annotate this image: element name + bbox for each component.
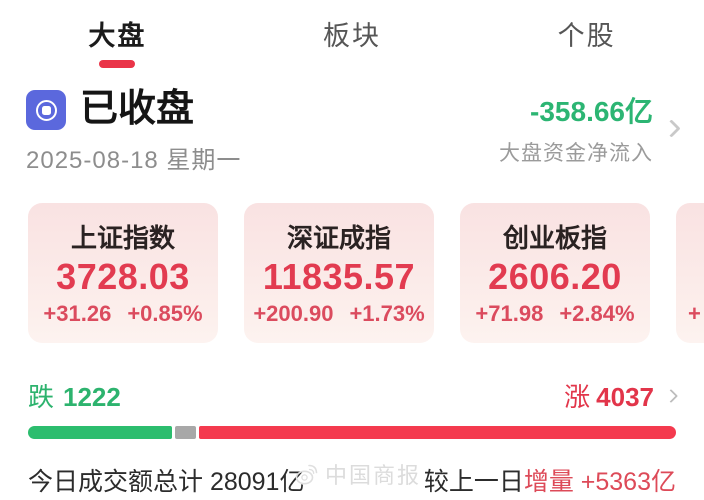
index-change-pct: +0.85% xyxy=(127,301,203,326)
index-card-chinext[interactable]: 创业板指 2606.20 +71.98 +2.84% xyxy=(460,203,650,343)
index-card-strip[interactable]: 上证指数 3728.03 +31.26 +0.85% 深证成指 11835.57… xyxy=(28,203,704,343)
turnover-compare-prefix: 较上一日 xyxy=(423,468,524,496)
index-change-row: + xyxy=(688,300,701,328)
market-closed-icon-dot xyxy=(41,105,51,115)
index-name: 深证成指 xyxy=(286,223,391,253)
index-card-shenzhen[interactable]: 深证成指 11835.57 +200.90 +1.73% xyxy=(244,203,434,343)
tab-stocks[interactable]: 个股 xyxy=(469,14,704,68)
unchanged-bar-segment xyxy=(175,426,196,439)
advancers-group[interactable]: 涨 4037 xyxy=(564,377,654,414)
index-change: +31.26 xyxy=(43,301,112,326)
advancers-bar-segment xyxy=(199,426,676,439)
index-change-row: +200.90 +1.73% xyxy=(253,300,424,328)
index-change: + xyxy=(688,301,701,326)
tab-stocks-label: 个股 xyxy=(557,21,616,51)
market-closed-icon xyxy=(26,90,66,130)
chevron-right-icon xyxy=(662,119,681,138)
market-status-header: 已收盘 2025-08-18 星期一 -358.66亿 大盘资金净流入 xyxy=(0,88,704,175)
tab-sectors-label: 板块 xyxy=(323,21,381,51)
net-inflow-link[interactable]: -358.66亿 大盘资金净流入 xyxy=(499,90,681,167)
tab-market-label: 大盘 xyxy=(88,21,147,51)
turnover-compare: 较上一日增量 +5363亿 xyxy=(424,462,676,498)
index-change-pct: +2.84% xyxy=(559,301,635,326)
index-change-pct: +1.73% xyxy=(349,301,425,326)
index-change: +71.98 xyxy=(475,301,544,326)
tab-market[interactable]: 大盘 xyxy=(0,14,235,68)
decliners-group: 跌 1222 xyxy=(28,377,121,414)
index-name: 上证指数 xyxy=(70,223,175,253)
turnover-compare-highlight: 增量 +5363亿 xyxy=(523,468,676,496)
turnover-row: 今日成交额总计 28091亿 较上一日增量 +5363亿 xyxy=(28,462,676,498)
market-breadth: 跌 1222 涨 4037 xyxy=(28,377,679,439)
advancers-count: 4037 xyxy=(596,382,654,412)
index-change-row: +31.26 +0.85% xyxy=(43,300,202,328)
net-inflow-value: -358.66亿 xyxy=(530,96,653,127)
decliners-count: 1222 xyxy=(63,382,121,412)
breadth-bar xyxy=(28,426,676,439)
market-closed-icon-ring xyxy=(35,99,57,121)
top-tab-bar: 大盘 板块 个股 xyxy=(0,0,704,68)
index-value: 3728.03 xyxy=(56,256,190,297)
index-name: 创业板指 xyxy=(502,223,607,253)
status-block: 已收盘 2025-08-18 星期一 xyxy=(26,88,242,175)
chevron-right-icon[interactable] xyxy=(663,388,679,403)
index-change: +200.90 xyxy=(253,301,334,326)
index-value: 11835.57 xyxy=(262,256,416,297)
trade-date: 2025-08-18 星期一 xyxy=(26,147,242,174)
active-tab-indicator xyxy=(99,60,136,68)
turnover-total: 今日成交额总计 28091亿 xyxy=(28,468,305,496)
advancers-label: 涨 xyxy=(564,382,591,412)
net-inflow-label: 大盘资金净流入 xyxy=(499,142,653,165)
decliners-label: 跌 xyxy=(28,382,55,412)
net-inflow-block: -358.66亿 大盘资金净流入 xyxy=(499,90,653,167)
index-card-shanghai[interactable]: 上证指数 3728.03 +31.26 +0.85% xyxy=(28,203,218,343)
market-status-label: 已收盘 xyxy=(80,88,195,131)
index-card-partial[interactable]: + xyxy=(676,203,704,343)
decliners-bar-segment xyxy=(28,426,173,439)
index-value: 2606.20 xyxy=(488,256,622,297)
index-change-row: +71.98 +2.84% xyxy=(475,300,634,328)
tab-sectors[interactable]: 板块 xyxy=(235,14,470,68)
